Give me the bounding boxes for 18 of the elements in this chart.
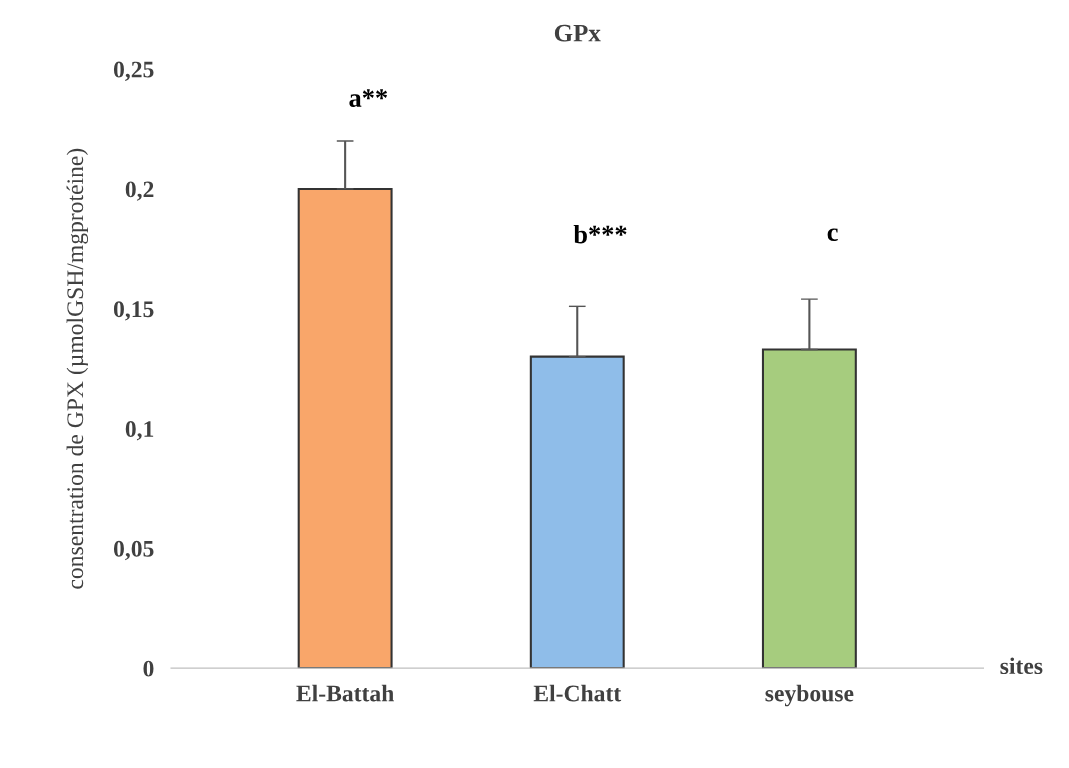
y-tick-label: 0,05 bbox=[113, 540, 154, 561]
y-axis-title: consentration de GPX (µmolGSH/mgprotéine) bbox=[66, 148, 89, 589]
annotation: b*** bbox=[573, 224, 627, 244]
x-tick-label: El-Battah bbox=[296, 684, 394, 702]
y-tick-label: 0,1 bbox=[125, 421, 154, 441]
bar bbox=[297, 187, 393, 669]
annotation: c bbox=[827, 228, 838, 242]
y-tick-label: 0,2 bbox=[125, 181, 154, 201]
annotation: a** bbox=[349, 89, 388, 107]
y-tick-label: 0 bbox=[143, 660, 154, 677]
y-tick-label: 0,25 bbox=[113, 61, 154, 81]
x-tick-label: El-Chatt bbox=[533, 684, 622, 702]
bar bbox=[761, 348, 857, 669]
x-tick-label: seybouse bbox=[765, 684, 854, 707]
y-tick-label: 0,15 bbox=[113, 301, 154, 321]
chart-title: GPx bbox=[554, 24, 601, 42]
bar bbox=[529, 355, 625, 669]
x-axis-title: sites bbox=[1000, 657, 1043, 675]
